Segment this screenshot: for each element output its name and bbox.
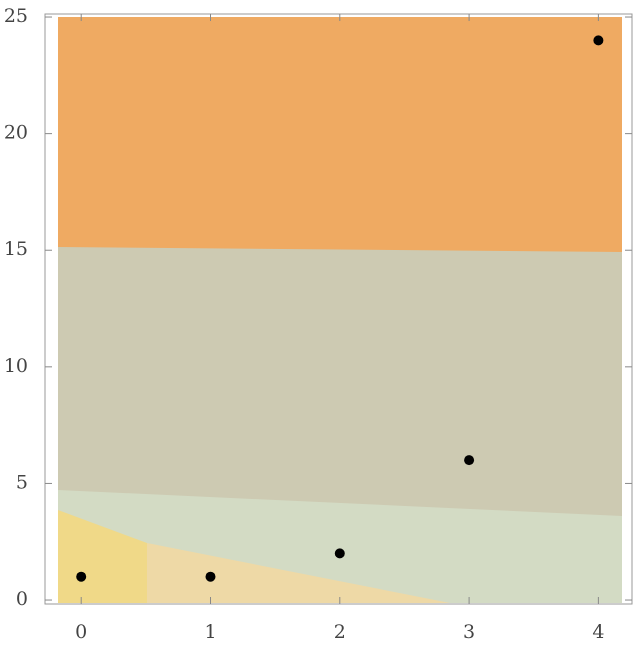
- x-tick-label: 0: [75, 621, 87, 643]
- point: [334, 548, 345, 559]
- y-tick-label: 15: [4, 238, 28, 260]
- x-tick-label: 1: [204, 621, 216, 643]
- x-tick-label: 3: [463, 621, 475, 643]
- regions: [58, 17, 622, 603]
- y-tick-label: 25: [4, 5, 28, 27]
- y-tick-label: 0: [16, 588, 28, 610]
- y-tick-label: 5: [16, 471, 28, 493]
- point: [593, 35, 604, 46]
- y-tick-label: 20: [4, 122, 28, 144]
- region-tan: [147, 543, 450, 603]
- y-tick-label: 10: [4, 355, 28, 377]
- x-tick-label: 4: [592, 621, 604, 643]
- x-tick-label: 2: [334, 621, 346, 643]
- frame: [44, 13, 633, 605]
- point: [205, 571, 216, 582]
- point: [464, 455, 475, 466]
- point: [76, 571, 87, 582]
